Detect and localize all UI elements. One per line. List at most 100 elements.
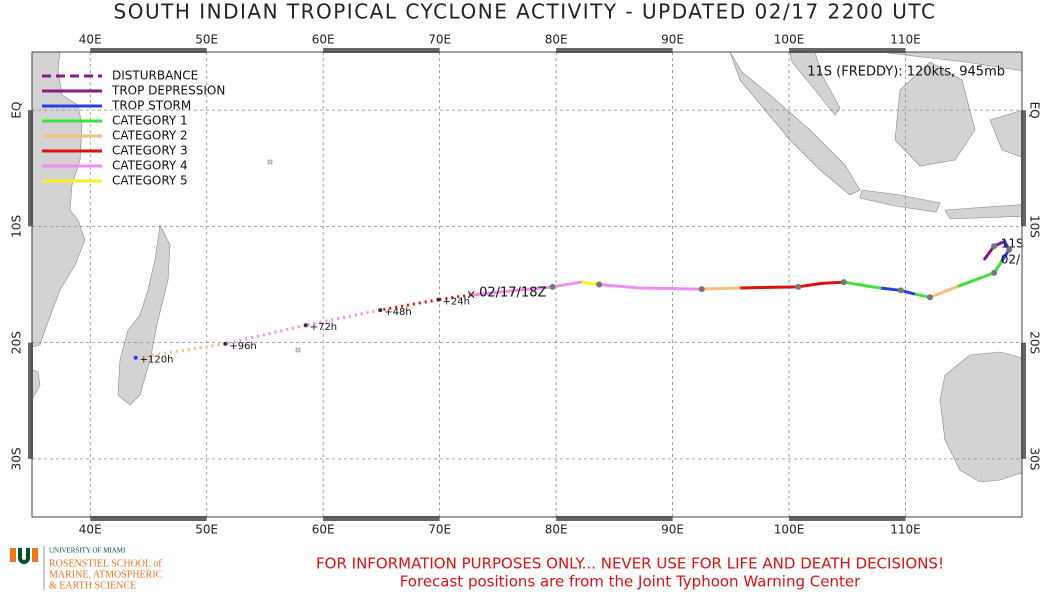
frame-tick-bar xyxy=(323,516,440,521)
lon-tick-label: 70E xyxy=(428,523,451,537)
track-point xyxy=(840,279,847,286)
lon-tick-label: 110E xyxy=(890,523,921,537)
lon-tick-label: 90E xyxy=(661,523,684,537)
track-point xyxy=(1006,246,1013,253)
track-point xyxy=(897,287,904,294)
track-segment xyxy=(700,286,741,291)
forecast-label: +24h xyxy=(442,297,469,308)
lat-tick-label: 20S xyxy=(10,331,24,354)
forecast-point xyxy=(133,355,138,360)
legend-label: DISTURBANCE xyxy=(112,69,198,83)
lon-tick-label: 50E xyxy=(195,523,218,537)
track-segment xyxy=(737,285,800,290)
track-segment xyxy=(637,286,704,291)
logo-mark xyxy=(32,548,38,562)
track-point xyxy=(991,243,998,250)
legend-label: CATEGORY 1 xyxy=(112,114,188,128)
lon-tick-label: 60E xyxy=(312,523,335,537)
footer: UNIVERSITY OF MIAMI ROSENSTIEL SCHOOL ofM… xyxy=(49,547,944,592)
track-segment xyxy=(597,283,641,290)
logo-mark xyxy=(10,548,16,562)
university-label: UNIVERSITY OF MIAMI xyxy=(49,547,126,555)
track-segment xyxy=(469,285,555,297)
forecast-label: +48h xyxy=(384,307,411,318)
lon-tick-label: 100E xyxy=(774,523,805,537)
track-point xyxy=(549,283,556,290)
track-point xyxy=(926,294,933,301)
lon-tick-label: 40E xyxy=(79,523,102,537)
title: SOUTH INDIAN TROPICAL CYCLONE ACTIVITY -… xyxy=(114,0,937,24)
disclaimer: FOR INFORMATION PURPOSES ONLY... NEVER U… xyxy=(316,555,944,573)
lon-tick-label: 40E xyxy=(79,33,102,47)
track-segment xyxy=(579,280,601,286)
lat-tick-label: EQ xyxy=(1028,102,1042,119)
frame-tick-bar xyxy=(90,516,207,521)
lon-tick-label: 110E xyxy=(890,33,921,47)
track-segment xyxy=(551,280,583,289)
frame-tick-bar xyxy=(1021,110,1026,227)
forecast-segment xyxy=(379,298,439,312)
track-segment xyxy=(796,281,824,289)
storm-start-date: 02/ xyxy=(1001,252,1021,266)
forecast-label: +72h xyxy=(310,322,337,333)
frame-tick-bar xyxy=(323,48,440,53)
lon-tick-label: 50E xyxy=(195,33,218,47)
storm-info: 11S (FREDDY): 120kts, 945mb xyxy=(807,65,1005,80)
track-segment xyxy=(928,285,959,299)
forecast-label: +120h xyxy=(140,355,174,366)
track-point xyxy=(991,269,998,276)
frame-tick-bar xyxy=(90,48,207,53)
frame-tick-bar xyxy=(28,110,33,227)
disclaimer: Forecast positions are from the Joint Ty… xyxy=(400,573,861,591)
legend-label: CATEGORY 3 xyxy=(112,144,188,158)
forecast-segment xyxy=(225,323,307,346)
forecast-point xyxy=(436,297,441,302)
track: × 11S 02/ +24h +48h +72h +96h +120h xyxy=(133,236,1024,366)
forecast-segment xyxy=(305,308,381,327)
map-frame xyxy=(31,51,1023,518)
lon-tick-label: 60E xyxy=(312,33,335,47)
forecast-label: +96h xyxy=(229,341,256,352)
lon-tick-label: 90E xyxy=(661,33,684,47)
forecast-point xyxy=(303,323,308,328)
lat-tick-label: 30S xyxy=(10,447,24,470)
frame-tick-bar xyxy=(556,48,673,53)
frame-tick-bar xyxy=(789,48,906,53)
lat-tick-label: 10S xyxy=(10,215,24,238)
lat-tick-label: 20S xyxy=(1028,331,1042,354)
track-segment xyxy=(955,271,996,289)
grid xyxy=(28,48,1026,521)
frame-tick-bar xyxy=(28,342,33,459)
track-point xyxy=(795,283,802,290)
frame-tick-bar xyxy=(1021,342,1026,459)
lat-tick-label: 30S xyxy=(1028,447,1042,470)
university-label: ROSENSTIEL SCHOOL of xyxy=(49,558,162,569)
logo xyxy=(10,546,45,590)
lon-tick-label: 70E xyxy=(428,33,451,47)
frame-tick-bar xyxy=(789,516,906,521)
university-label: MARINE, ATMOSPHERIC xyxy=(49,569,163,580)
current-label: 02/17/18Z xyxy=(479,285,546,300)
current-position: × xyxy=(466,287,476,301)
track-segment xyxy=(842,280,882,290)
legend-label: CATEGORY 2 xyxy=(112,129,188,143)
lat-tick-label: 10S xyxy=(1028,215,1042,238)
track-segment xyxy=(820,280,846,285)
forecast-point xyxy=(223,341,228,346)
university-label: & EARTH SCIENCE xyxy=(49,580,136,591)
lat-tick-label: EQ xyxy=(10,102,24,119)
storm-id: 11S xyxy=(1001,236,1024,250)
track-point xyxy=(698,286,705,293)
frame-tick-bar xyxy=(556,516,673,521)
legend-label: CATEGORY 5 xyxy=(112,174,188,188)
legend-label: TROP STORM xyxy=(111,99,191,113)
lon-tick-label: 80E xyxy=(545,523,568,537)
track-segment xyxy=(878,286,903,292)
logo-mark xyxy=(18,548,30,564)
legend-label: CATEGORY 4 xyxy=(112,159,188,173)
land xyxy=(32,52,1022,483)
legend-label: TROP DEPRESSION xyxy=(111,84,225,98)
